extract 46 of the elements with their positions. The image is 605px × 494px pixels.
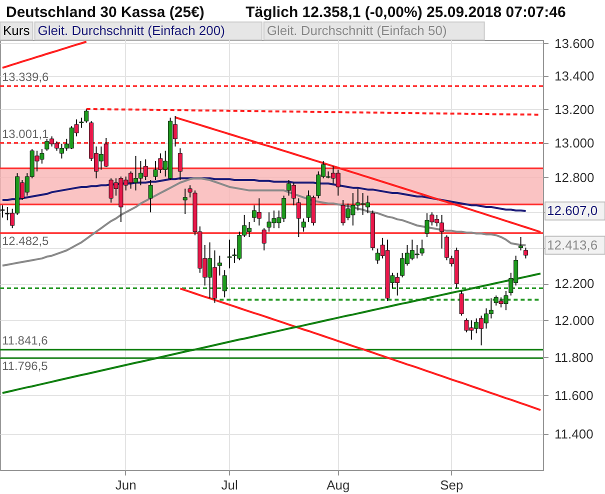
x-tick-label: Jul: [221, 478, 238, 492]
y-tick-label: 12.800: [554, 170, 594, 185]
data-label: 12.413,6: [547, 237, 598, 252]
line-series: [179, 288, 542, 412]
y-tick-label: 11.800: [554, 350, 594, 365]
line-series: [1, 40, 88, 69]
text: Gleit. Durchschnitt (Einfach 200): [38, 23, 225, 38]
candlestick: [444, 234, 449, 261]
candlestick: [301, 218, 306, 232]
candlestick: [227, 239, 232, 269]
candlestick: [262, 228, 266, 251]
y-tick-label: 13.000: [554, 136, 594, 151]
ref-line-label: 11.841,6: [2, 334, 48, 348]
y-tick-label: 12.000: [554, 312, 594, 328]
chart-title: Deutschland 30 Kassa (25€): [6, 4, 204, 21]
line-series: [1, 177, 527, 267]
y-tick-label: 11.600: [554, 388, 594, 403]
x-tick-label: Sep: [440, 478, 464, 492]
candlestick: [518, 236, 524, 251]
ref-line-label: 12.482,5: [2, 234, 50, 248]
candlestick: [217, 255, 222, 276]
candlestick: [148, 180, 153, 213]
ref-line-label: 11.796,5: [2, 359, 48, 374]
candlestick: [459, 290, 464, 316]
candlestick: [296, 198, 301, 238]
x-tick-label: Jun: [115, 478, 136, 492]
y-tick-label: 13.600: [554, 36, 594, 51]
text: Gleit. Durchschnitt (Einfach 50): [266, 23, 447, 38]
x-tick-label: Aug: [326, 478, 350, 492]
ref-line-label: 13.001,1: [2, 126, 50, 141]
candlestick: [188, 184, 192, 198]
candlestick: [420, 239, 424, 256]
candlestick: [84, 108, 89, 124]
ref-line-label: 13.339,6: [2, 70, 50, 84]
y-tick-label: 13.200: [554, 102, 594, 117]
candlestick: [79, 117, 84, 128]
text: Kurs: [3, 23, 30, 38]
candlestick: [178, 148, 182, 181]
y-tick-label: 13.400: [554, 68, 594, 84]
chart-subtitle: Täglich 12.358,1 (-0,00%) 25.09.2018 07:07:46: [246, 4, 566, 21]
candlestick: [523, 247, 528, 259]
candlestick: [182, 188, 188, 215]
y-tick-label: 11.400: [554, 426, 594, 442]
data-label: 12.607,0: [547, 203, 598, 218]
y-tick-label: 12.200: [554, 276, 594, 292]
candlestick: [0, 204, 5, 218]
